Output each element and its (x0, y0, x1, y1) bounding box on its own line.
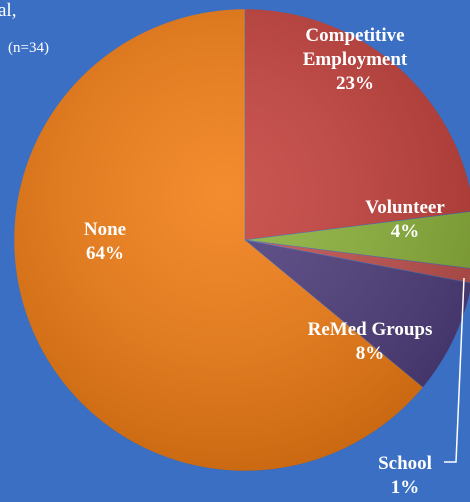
value-label: 1% (390, 477, 420, 498)
slice-label: Volunteer 4% (340, 196, 470, 244)
value-label: 64% (86, 243, 124, 264)
category-label: School (378, 453, 432, 474)
category-label: ReMed Groups (307, 319, 433, 340)
leader-line (444, 277, 465, 463)
slice-label: Competitive Employment 23% (285, 24, 425, 96)
category-label: None (83, 219, 127, 240)
chart-subtitle: (n=34) (8, 40, 49, 56)
value-label: 23% (336, 73, 374, 94)
slice-label: School 1% (365, 452, 445, 500)
category-label: Competitive Employment (302, 25, 408, 70)
slice-label: None 64% (55, 218, 155, 266)
value-label: 8% (355, 343, 385, 364)
chart-title: al, (0, 0, 17, 21)
category-label: Volunteer (365, 197, 445, 218)
slice-label: ReMed Groups 8% (270, 318, 470, 366)
value-label: 4% (390, 221, 420, 242)
